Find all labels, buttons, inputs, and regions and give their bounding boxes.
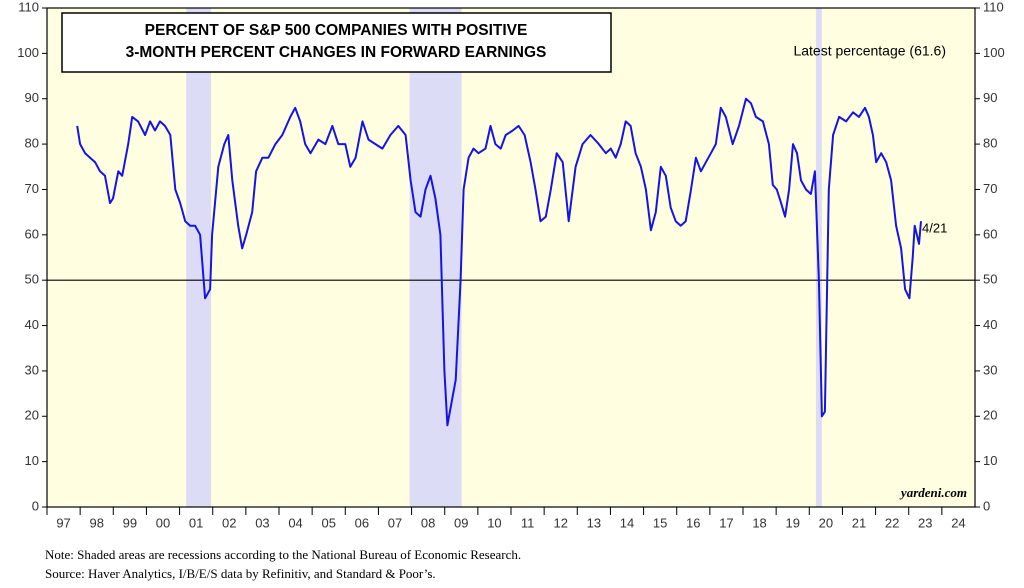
y-tick-label: 10: [25, 453, 39, 468]
x-tick-label: 99: [123, 515, 137, 530]
x-tick-label: 00: [156, 515, 170, 530]
y2-tick-label: 20: [983, 408, 997, 423]
y-tick-label: 50: [25, 272, 39, 287]
x-tick-label: 08: [421, 515, 435, 530]
annotation: Latest percentage (61.6): [793, 43, 946, 59]
y-tick-label: 80: [25, 136, 39, 151]
y2-tick-label: 40: [983, 317, 997, 332]
y-tick-label: 30: [25, 362, 39, 377]
y2-tick-label: 50: [983, 272, 997, 287]
y-tick-label: 70: [25, 181, 39, 196]
y2-tick-label: 80: [983, 136, 997, 151]
y-tick-label: 100: [17, 45, 39, 60]
y2-tick-label: 110: [983, 0, 1004, 14]
x-tick-label: 12: [553, 515, 567, 530]
note: Source: Haver Analytics, I/B/E/S data by…: [45, 566, 436, 581]
x-tick-label: 06: [355, 515, 369, 530]
y2-tick-label: 100: [983, 45, 1005, 60]
x-tick-label: 97: [56, 515, 70, 530]
chart-title: 3-MONTH PERCENT CHANGES IN FORWARD EARNI…: [126, 44, 547, 61]
y2-tick-label: 70: [983, 181, 997, 196]
x-tick-label: 05: [321, 515, 335, 530]
x-tick-label: 21: [852, 515, 866, 530]
x-tick-label: 13: [587, 515, 601, 530]
y-tick-label: 90: [25, 90, 39, 105]
x-tick-label: 22: [885, 515, 899, 530]
x-tick-label: 19: [785, 515, 799, 530]
x-tick-label: 15: [653, 515, 667, 530]
y-tick-label: 60: [25, 226, 39, 241]
x-tick-label: 17: [719, 515, 733, 530]
data-line: [76, 97, 922, 427]
y2-tick-label: 10: [983, 453, 997, 468]
x-tick-label: 11: [521, 515, 535, 530]
x-tick-label: 16: [686, 515, 700, 530]
y2-tick-label: 60: [983, 226, 997, 241]
y-tick-label: 0: [32, 498, 39, 513]
x-tick-label: 24: [951, 515, 965, 530]
y-tick-label: 20: [25, 408, 39, 423]
note: Note: Shaded areas are recessions accord…: [45, 547, 521, 562]
x-tick-label: 98: [89, 515, 103, 530]
x-tick-label: 23: [918, 515, 932, 530]
annotation: 4/21: [922, 220, 947, 235]
x-tick-label: 18: [752, 515, 766, 530]
x-tick-label: 10: [487, 515, 501, 530]
chart-title: PERCENT OF S&P 500 COMPANIES WITH POSITI…: [145, 22, 528, 39]
x-tick-label: 02: [222, 515, 236, 530]
y2-tick-label: 0: [983, 498, 990, 513]
x-tick-label: 07: [388, 515, 402, 530]
x-tick-label: 09: [454, 515, 468, 530]
x-tick-label: 01: [189, 515, 203, 530]
y2-tick-label: 90: [983, 90, 997, 105]
brand: yardeni.com: [899, 485, 967, 500]
y2-tick-label: 30: [983, 362, 997, 377]
y-tick-label: 110: [18, 0, 39, 14]
x-tick-label: 04: [288, 515, 302, 530]
x-tick-label: 14: [620, 515, 634, 530]
recession: [409, 8, 462, 507]
recession: [186, 8, 212, 507]
x-tick-label: 20: [819, 515, 833, 530]
plot-frame: [46, 7, 976, 508]
y-tick-label: 40: [25, 317, 39, 332]
title-box: [61, 12, 612, 73]
x-tick-label: 03: [255, 515, 269, 530]
